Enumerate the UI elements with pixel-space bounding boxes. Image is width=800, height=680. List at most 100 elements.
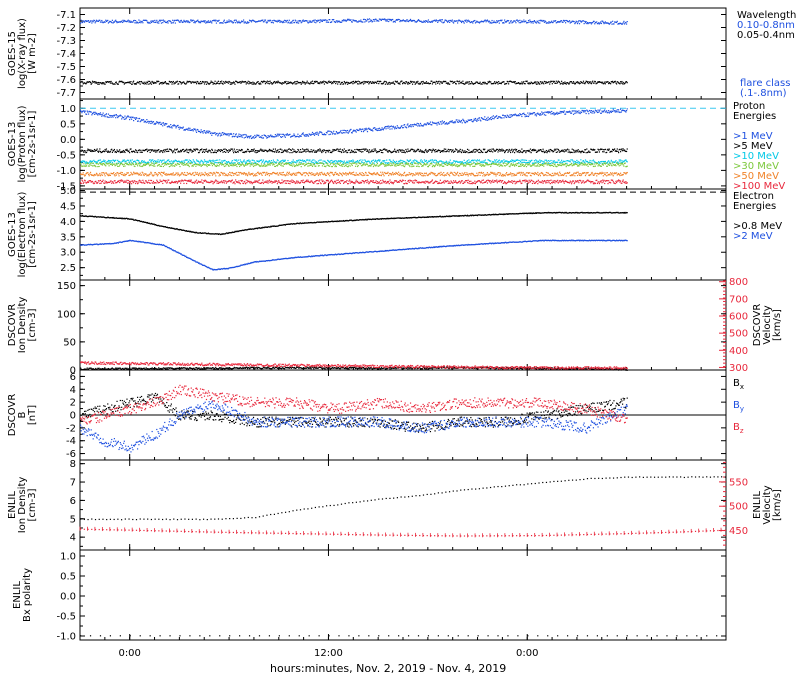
data-point xyxy=(91,82,93,84)
data-point xyxy=(205,81,207,83)
data-point xyxy=(282,82,284,84)
data-point xyxy=(571,159,573,161)
data-point xyxy=(139,121,141,123)
data-point xyxy=(548,162,550,164)
data-point xyxy=(100,82,102,84)
data-point xyxy=(205,148,208,150)
data-point xyxy=(176,160,178,162)
data-point xyxy=(187,163,189,165)
data-point xyxy=(274,165,276,167)
data-point xyxy=(446,150,448,152)
data-point xyxy=(554,20,556,22)
data-point xyxy=(181,163,183,166)
data-point xyxy=(559,112,561,114)
data-point xyxy=(236,165,238,168)
data-point xyxy=(322,160,324,162)
data-point xyxy=(398,163,400,165)
data-point xyxy=(375,18,377,20)
data-point xyxy=(439,149,441,152)
data-point xyxy=(189,162,191,164)
data-point xyxy=(625,81,628,83)
data-point xyxy=(427,150,430,152)
data-point xyxy=(380,151,383,154)
data-point xyxy=(165,148,167,151)
data-point xyxy=(549,160,551,162)
data-point xyxy=(342,149,344,152)
data-point xyxy=(619,159,622,161)
data-point xyxy=(513,114,515,116)
data-point xyxy=(152,150,155,152)
data-point xyxy=(150,150,153,152)
data-point xyxy=(146,161,149,164)
data-point xyxy=(125,160,127,162)
data-point xyxy=(558,159,560,161)
data-point xyxy=(319,149,322,151)
data-point xyxy=(420,81,422,83)
data-point xyxy=(166,126,168,128)
data-point xyxy=(532,150,534,152)
data-point xyxy=(575,149,577,152)
data-point xyxy=(389,150,391,152)
data-point xyxy=(500,160,502,162)
data-point xyxy=(341,164,343,166)
data-point xyxy=(333,164,335,166)
data-point xyxy=(310,160,312,162)
data-point xyxy=(194,81,196,83)
data-point xyxy=(258,161,260,163)
data-point xyxy=(508,22,510,24)
data-point xyxy=(439,81,441,83)
data-point xyxy=(127,159,129,162)
data-point xyxy=(584,22,587,24)
data-point xyxy=(303,82,306,84)
data-point xyxy=(456,151,459,153)
data-point xyxy=(363,80,365,83)
data-point xyxy=(591,149,593,151)
data-point xyxy=(476,150,479,152)
data-point xyxy=(123,81,125,83)
data-point xyxy=(578,83,581,85)
data-point xyxy=(272,159,275,161)
data-point xyxy=(571,148,573,150)
data-point xyxy=(576,22,579,25)
data-point xyxy=(417,19,420,21)
data-point xyxy=(429,21,431,23)
data-point xyxy=(92,150,94,152)
data-point xyxy=(623,109,625,112)
data-point xyxy=(408,160,410,162)
data-point xyxy=(243,151,245,154)
data-point xyxy=(367,18,369,21)
data-point xyxy=(559,161,561,163)
data-point xyxy=(390,151,392,153)
data-point xyxy=(194,163,196,165)
data-point xyxy=(101,21,104,23)
data-point xyxy=(401,165,403,167)
data-point xyxy=(210,160,212,162)
data-point xyxy=(80,164,82,166)
data-point xyxy=(500,150,502,152)
data-point xyxy=(311,164,313,166)
data-point xyxy=(191,164,194,166)
data-point xyxy=(158,161,160,163)
data-point xyxy=(616,81,618,83)
data-point xyxy=(394,83,396,85)
data-point xyxy=(84,150,86,152)
data-point xyxy=(282,136,284,138)
data-point xyxy=(554,148,556,150)
data-point xyxy=(482,21,485,23)
data-point xyxy=(612,149,614,152)
data-point xyxy=(310,149,312,151)
data-point xyxy=(549,81,551,83)
data-point xyxy=(484,116,486,118)
data-point xyxy=(357,148,359,151)
data-point xyxy=(488,150,491,152)
data-point xyxy=(200,20,202,22)
data-point xyxy=(84,20,86,22)
data-point xyxy=(322,150,324,153)
data-point xyxy=(405,162,407,164)
data-point xyxy=(554,82,556,84)
data-point xyxy=(313,19,315,21)
data-point xyxy=(385,149,387,151)
legend-title: Wavelength xyxy=(737,10,796,21)
data-point xyxy=(416,20,418,23)
data-point xyxy=(425,124,428,126)
